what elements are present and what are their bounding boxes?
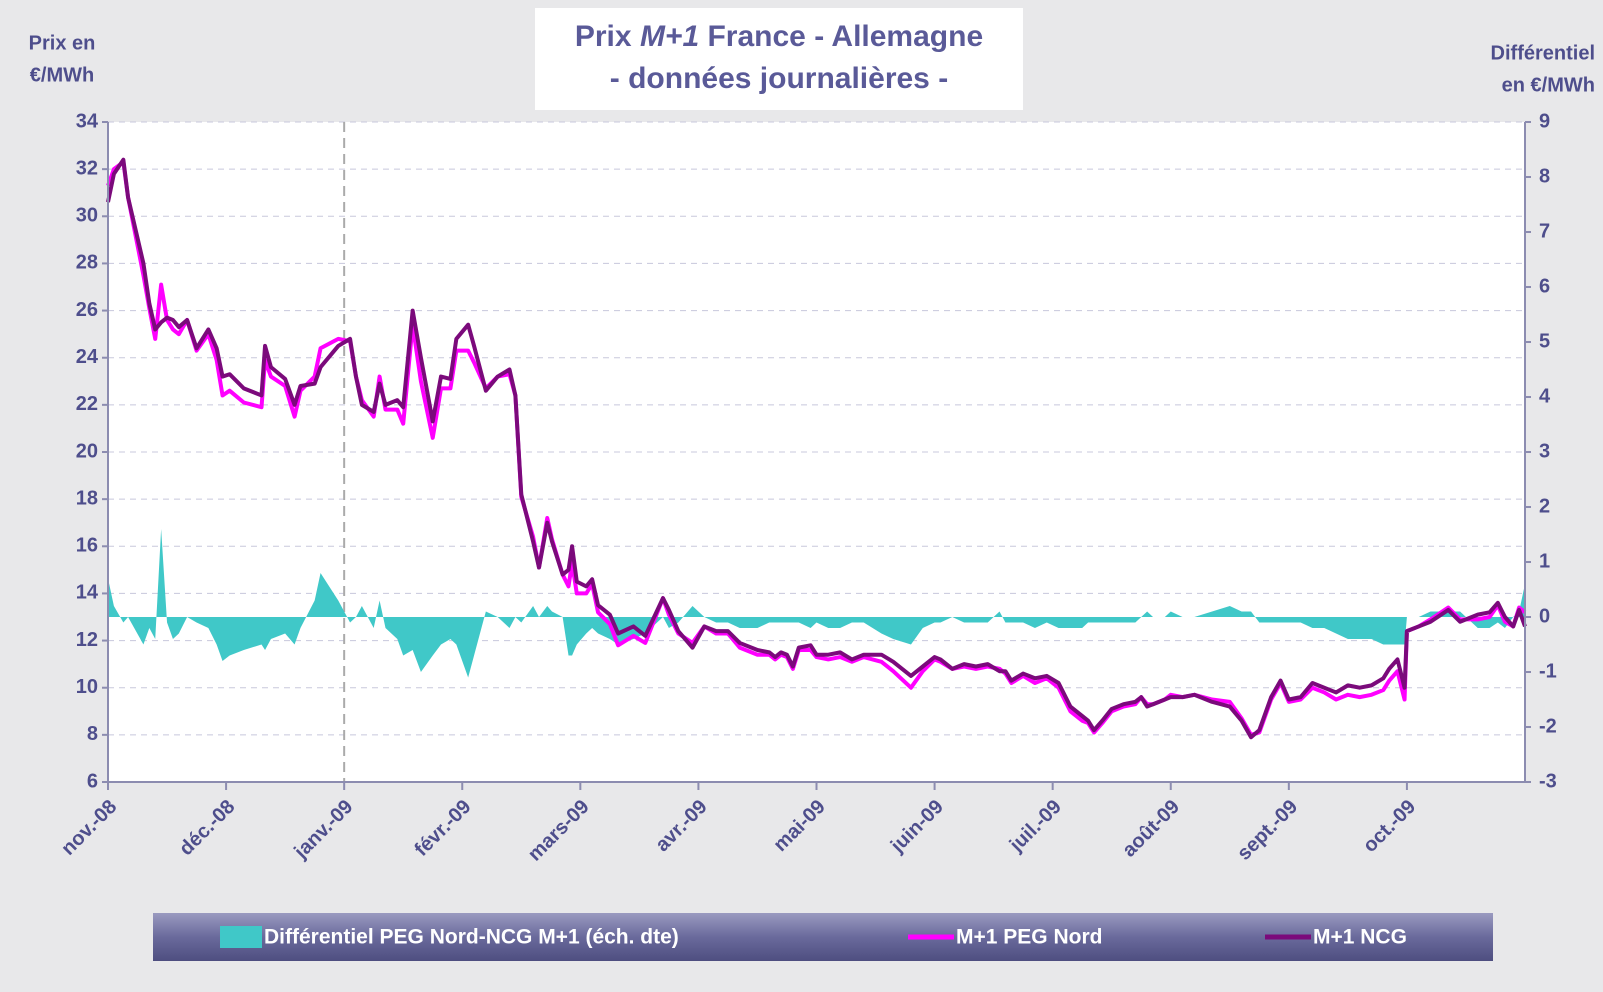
title-part: Prix	[575, 20, 632, 53]
y-tick-label: 12	[76, 629, 98, 651]
legend-label: Différentiel PEG Nord-NCG M+1 (éch. dte)	[264, 926, 679, 949]
y-tick-label: 34	[76, 110, 99, 132]
title-part: M+1	[640, 20, 699, 53]
y-axis-label: €/MWh	[30, 64, 94, 86]
x-tick-label: août-09	[1118, 796, 1184, 862]
x-tick-label: sept.-09	[1233, 796, 1302, 865]
y-tick-label: 32	[76, 157, 98, 179]
y2-tick-label: -3	[1539, 770, 1557, 792]
y2-tick-label: 1	[1539, 550, 1550, 572]
y-tick-label: 20	[76, 440, 98, 462]
y-tick-label: 28	[76, 252, 98, 274]
y2-axis-label: Différentiel	[1491, 42, 1595, 64]
y2-tick-label: 8	[1539, 165, 1550, 187]
x-tick-label: juil.-09	[1005, 796, 1066, 857]
legend-label: M+1 NCG	[1313, 926, 1407, 949]
x-tick-label: déc.-08	[175, 796, 239, 860]
x-tick-label: janv.-09	[290, 796, 358, 864]
y2-tick-label: 2	[1539, 495, 1550, 517]
y2-tick-label: -2	[1539, 715, 1557, 737]
y-tick-label: 14	[76, 582, 99, 604]
x-tick-label: juin-09	[886, 796, 948, 858]
y-tick-label: 10	[76, 676, 98, 698]
chart-title: Prix M+1 France - Allemagne	[575, 20, 983, 53]
legend-swatch	[220, 926, 262, 948]
x-tick-label: mai-09	[769, 796, 829, 856]
chart-subtitle: - données journalières -	[610, 62, 948, 95]
y-tick-label: 8	[87, 723, 98, 745]
y2-tick-label: 7	[1539, 220, 1550, 242]
title-box	[535, 8, 1023, 110]
x-tick-label: oct.-09	[1359, 796, 1420, 857]
y2-tick-label: 4	[1539, 385, 1551, 407]
series-line	[106, 157, 1527, 740]
x-tick-label: avr.-09	[651, 796, 711, 856]
y-tick-label: 30	[76, 205, 98, 227]
y-tick-label: 6	[87, 770, 98, 792]
x-tick-label: nov.-08	[57, 796, 121, 860]
y-tick-label: 22	[76, 393, 98, 415]
y-tick-label: 26	[76, 299, 98, 321]
x-tick-label: févr.-09	[410, 796, 475, 861]
y-tick-label: 16	[76, 535, 98, 557]
y2-tick-label: 5	[1539, 330, 1550, 352]
y-axis-label: Prix en	[29, 32, 96, 54]
title-part: France - Allemagne	[707, 20, 983, 53]
y2-tick-label: 9	[1539, 110, 1550, 132]
y-tick-label: 18	[76, 487, 98, 509]
y2-tick-label: -1	[1539, 660, 1557, 682]
x-tick-label: mars-09	[524, 796, 594, 866]
y2-tick-label: 6	[1539, 275, 1550, 297]
y2-axis-label: en €/MWh	[1502, 74, 1595, 96]
y-tick-label: 24	[76, 346, 99, 368]
y2-tick-label: 0	[1539, 605, 1550, 627]
differential-area	[108, 529, 1525, 678]
legend-label: M+1 PEG Nord	[956, 926, 1102, 949]
y2-tick-label: 3	[1539, 440, 1550, 462]
